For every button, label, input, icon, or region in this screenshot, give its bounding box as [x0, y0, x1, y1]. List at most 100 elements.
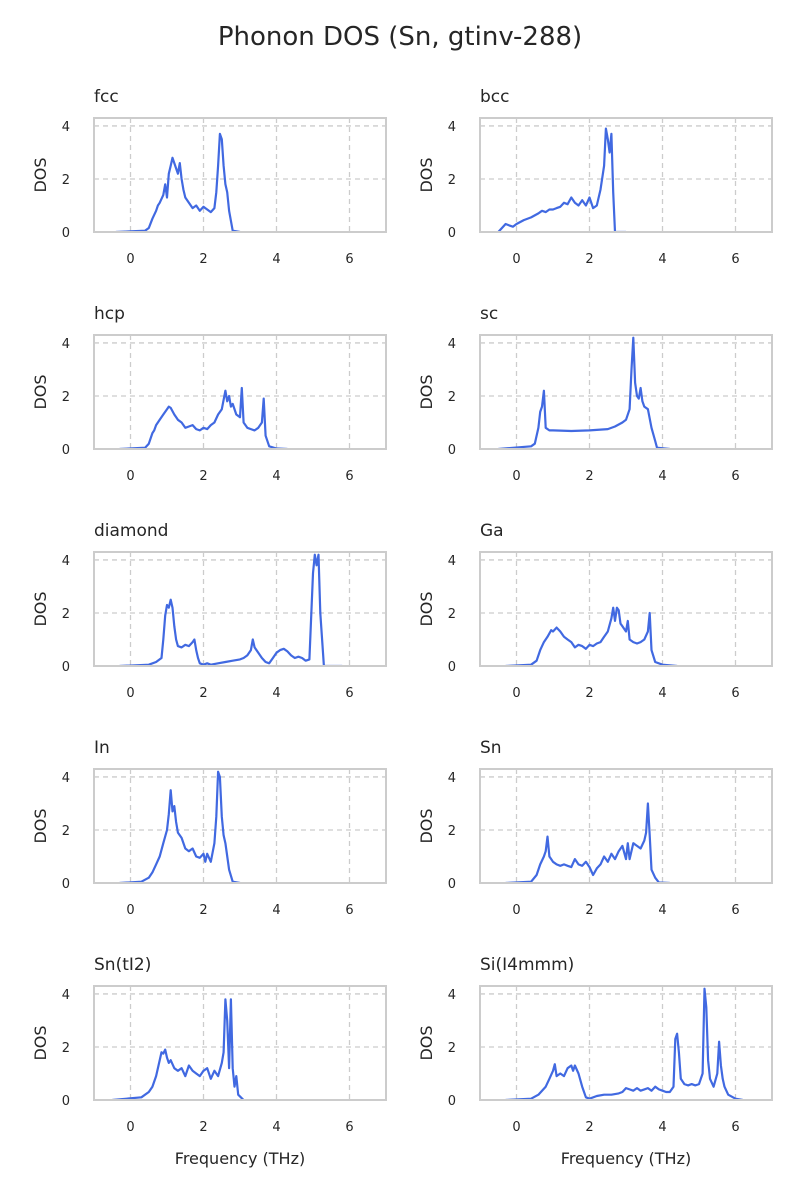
y-tick-label: 2 [62, 607, 70, 622]
x-tick-label: 0 [126, 903, 134, 918]
y-tick-label: 0 [448, 443, 456, 458]
x-tick-label: 6 [731, 469, 739, 484]
x-tick-label: 2 [199, 686, 207, 701]
panel-7: 0 2 4 6 0 2 4 Sn DOS [417, 738, 773, 918]
y-tick-label: 2 [62, 824, 70, 839]
dos-line [119, 553, 343, 666]
panel-title: Si(I4mmm) [480, 955, 574, 975]
y-tick-label: 4 [448, 120, 456, 135]
y-tick-label: 2 [448, 1041, 456, 1056]
x-tick-label: 4 [658, 252, 666, 267]
x-tick-label: 0 [512, 252, 520, 267]
panel-title: fcc [94, 87, 119, 107]
x-tick-label: 6 [345, 1120, 353, 1135]
panel-5: 0 2 4 6 0 2 4 Ga DOS [417, 521, 773, 701]
x-tick-label: 0 [512, 686, 520, 701]
x-axis-label: Frequency (THz) [561, 1149, 691, 1168]
y-tick-label: 0 [448, 1094, 456, 1109]
x-tick-label: 0 [512, 903, 520, 918]
y-tick-label: 2 [448, 607, 456, 622]
dos-line [498, 336, 670, 449]
x-tick-label: 6 [731, 903, 739, 918]
plot-frame [479, 334, 773, 450]
x-axis-label: Frequency (THz) [175, 1149, 305, 1168]
x-tick-label: 2 [585, 903, 593, 918]
dos-line [497, 127, 626, 232]
x-tick-label: 6 [345, 686, 353, 701]
y-tick-label: 0 [448, 226, 456, 241]
x-tick-label: 4 [658, 469, 666, 484]
panel-title: Sn(tI2) [94, 955, 151, 975]
y-tick-label: 4 [62, 771, 70, 786]
panel-0: 0 2 4 6 0 2 4 fcc DOS [31, 87, 387, 267]
panel-3: 0 2 4 6 0 2 4 sc DOS [417, 304, 773, 484]
y-tick-label: 4 [62, 554, 70, 569]
x-tick-label: 4 [658, 686, 666, 701]
x-tick-label: 4 [272, 469, 280, 484]
panel-2: 0 2 4 6 0 2 4 hcp DOS [31, 304, 387, 484]
plot-frame [93, 768, 387, 884]
panel-title: bcc [480, 87, 509, 107]
y-tick-label: 0 [448, 877, 456, 892]
y-axis-label: DOS [31, 808, 50, 843]
y-axis-label: DOS [417, 374, 436, 409]
x-tick-label: 4 [272, 686, 280, 701]
y-axis-label: DOS [31, 591, 50, 626]
x-tick-label: 2 [199, 252, 207, 267]
x-tick-label: 2 [199, 903, 207, 918]
y-tick-label: 2 [62, 1041, 70, 1056]
x-tick-label: 2 [585, 686, 593, 701]
y-tick-label: 4 [62, 988, 70, 1003]
panel-title: hcp [94, 304, 125, 324]
y-tick-label: 0 [62, 226, 70, 241]
x-tick-label: 2 [585, 252, 593, 267]
x-tick-label: 0 [126, 686, 134, 701]
x-tick-label: 4 [658, 1120, 666, 1135]
y-tick-label: 2 [62, 390, 70, 405]
y-tick-label: 4 [448, 337, 456, 352]
plot-frame [93, 985, 387, 1101]
y-tick-label: 2 [448, 390, 456, 405]
y-tick-label: 4 [448, 771, 456, 786]
y-tick-label: 4 [62, 120, 70, 135]
dos-line [505, 802, 670, 883]
plot-frame [93, 334, 387, 450]
y-tick-label: 2 [448, 824, 456, 839]
y-tick-label: 4 [448, 554, 456, 569]
y-tick-label: 2 [62, 173, 70, 188]
x-tick-label: 4 [658, 903, 666, 918]
y-tick-label: 0 [448, 660, 456, 675]
plot-frame [93, 117, 387, 233]
x-tick-label: 6 [731, 686, 739, 701]
panel-9: 0 2 4 6 0 2 4 Si(I4mmm) DOS Frequency (THz) [417, 955, 773, 1168]
plot-frame [93, 551, 387, 667]
y-axis-label: DOS [31, 1025, 50, 1060]
x-tick-label: 2 [199, 469, 207, 484]
plot-frame [479, 551, 773, 667]
panel-title: Ga [480, 521, 504, 541]
x-tick-label: 6 [345, 469, 353, 484]
dos-line [505, 987, 743, 1100]
dos-line [505, 606, 678, 666]
dos-line [115, 132, 241, 232]
panel-4: 0 2 4 6 0 2 4 diamond DOS [31, 521, 387, 701]
x-tick-label: 0 [126, 469, 134, 484]
y-axis-label: DOS [31, 157, 50, 192]
panel-title: Sn [480, 738, 502, 758]
dos-line [119, 770, 241, 883]
y-axis-label: DOS [417, 1025, 436, 1060]
y-axis-label: DOS [417, 808, 436, 843]
x-tick-label: 0 [512, 469, 520, 484]
x-tick-label: 4 [272, 1120, 280, 1135]
plot-frame [479, 117, 773, 233]
y-tick-label: 4 [62, 337, 70, 352]
x-tick-label: 0 [126, 252, 134, 267]
plot-frame [479, 768, 773, 884]
x-tick-label: 6 [345, 903, 353, 918]
figure-title: Phonon DOS (Sn, gtinv-288) [218, 22, 582, 52]
x-tick-label: 4 [272, 903, 280, 918]
y-tick-label: 0 [62, 1094, 70, 1109]
y-tick-label: 0 [62, 660, 70, 675]
panel-6: 0 2 4 6 0 2 4 In DOS [31, 738, 387, 918]
